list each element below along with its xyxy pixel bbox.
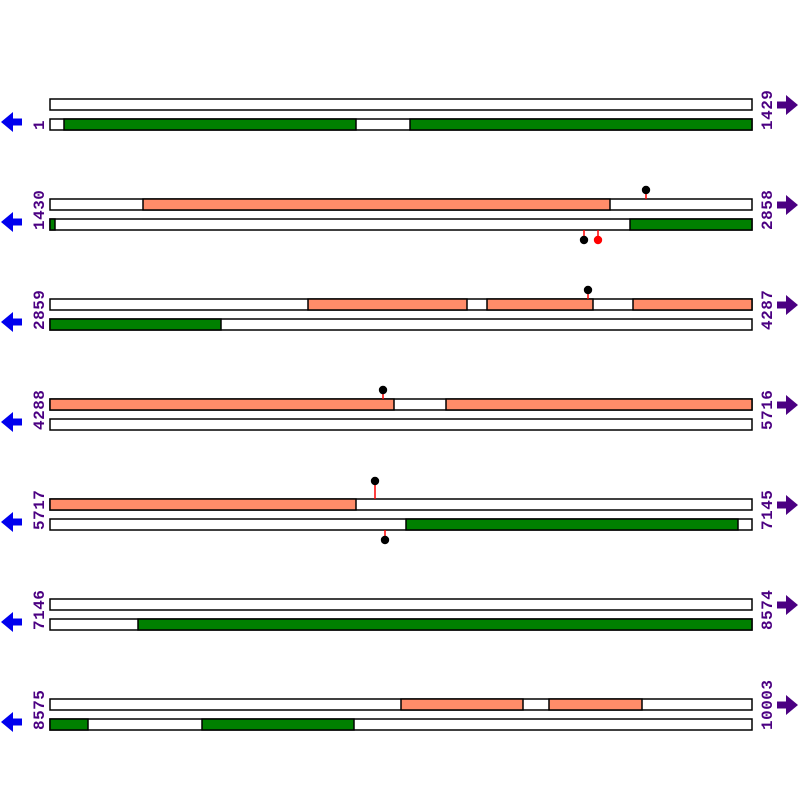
reverse-feature-segment[interactable] — [49, 218, 56, 231]
row-start-coordinate-label: 1430 — [31, 190, 49, 230]
site-marker[interactable] — [370, 476, 380, 499]
site-marker[interactable] — [579, 230, 589, 245]
reverse-feature-segment[interactable] — [63, 118, 357, 131]
scroll-left-arrow-icon[interactable] — [1, 212, 22, 232]
map-row: 2859 4287 — [1, 285, 798, 332]
row-start-coordinate-label: 1 — [31, 120, 49, 130]
forward-feature-segment[interactable] — [445, 398, 753, 411]
row-end-coordinate-label: 10003 — [759, 679, 777, 730]
forward-feature-segment[interactable] — [142, 198, 611, 211]
reverse-feature-segment[interactable] — [201, 718, 355, 731]
map-row: 1430 2858 — [1, 185, 798, 245]
site-marker[interactable] — [380, 530, 390, 545]
forward-feature-segment[interactable] — [49, 398, 395, 411]
scroll-right-arrow-icon[interactable] — [777, 695, 798, 715]
row-end-coordinate-label: 4287 — [759, 290, 777, 330]
marker-dot — [583, 285, 593, 295]
forward-feature-segment[interactable] — [548, 698, 643, 711]
scroll-right-arrow-icon[interactable] — [777, 95, 798, 115]
map-row: 7146 8574 — [1, 590, 798, 632]
scroll-left-arrow-icon[interactable] — [1, 412, 22, 432]
forward-feature-segment[interactable] — [632, 298, 753, 311]
forward-feature-segment[interactable] — [307, 298, 468, 311]
map-row: 1 1429 — [1, 90, 798, 132]
marker-dot — [378, 385, 388, 395]
scroll-left-arrow-icon[interactable] — [1, 512, 22, 532]
row-end-coordinate-label: 2858 — [759, 190, 777, 230]
row-end-coordinate-label: 8574 — [759, 590, 777, 630]
forward-feature-segment[interactable] — [400, 698, 524, 711]
site-marker[interactable] — [641, 185, 651, 199]
row-start-coordinate-label: 2859 — [31, 290, 49, 330]
map-row: 5717 7145 — [1, 476, 798, 545]
row-start-coordinate-label: 7146 — [31, 590, 49, 630]
reverse-feature-segment[interactable] — [629, 218, 753, 231]
forward-strand-track — [49, 598, 753, 611]
reverse-feature-segment[interactable] — [49, 318, 222, 331]
forward-feature-segment[interactable] — [486, 298, 594, 311]
reverse-feature-segment[interactable] — [405, 518, 739, 531]
row-start-coordinate-label: 8575 — [31, 690, 49, 730]
row-start-coordinate-label: 5717 — [31, 490, 49, 530]
marker-dot — [370, 476, 380, 486]
reverse-feature-segment[interactable] — [49, 718, 89, 731]
scroll-right-arrow-icon[interactable] — [777, 595, 798, 615]
forward-feature-segment[interactable] — [49, 498, 357, 511]
scroll-left-arrow-icon[interactable] — [1, 612, 22, 632]
site-marker[interactable] — [593, 230, 603, 245]
scroll-right-arrow-icon[interactable] — [777, 495, 798, 515]
scroll-left-arrow-icon[interactable] — [1, 712, 22, 732]
scroll-right-arrow-icon[interactable] — [777, 195, 798, 215]
row-end-coordinate-label: 1429 — [759, 90, 777, 130]
marker-dot — [641, 185, 651, 195]
marker-dot — [593, 235, 603, 245]
site-marker[interactable] — [378, 385, 388, 399]
scroll-right-arrow-icon[interactable] — [777, 395, 798, 415]
reverse-strand-track — [49, 718, 753, 731]
marker-dot — [579, 235, 589, 245]
row-end-coordinate-label: 7145 — [759, 490, 777, 530]
reverse-feature-segment[interactable] — [409, 118, 753, 131]
scroll-left-arrow-icon[interactable] — [1, 312, 22, 332]
reverse-strand-track — [49, 418, 753, 431]
site-marker[interactable] — [583, 285, 593, 299]
scroll-left-arrow-icon[interactable] — [1, 112, 22, 132]
marker-dot — [380, 535, 390, 545]
reverse-feature-segment[interactable] — [137, 618, 753, 631]
forward-strand-track — [49, 98, 753, 111]
reverse-strand-track — [49, 518, 753, 531]
map-row: 4288 5716 — [1, 385, 798, 432]
scroll-right-arrow-icon[interactable] — [777, 295, 798, 315]
map-row: 8575 10003 — [1, 679, 798, 732]
row-end-coordinate-label: 5716 — [759, 390, 777, 430]
row-start-coordinate-label: 4288 — [31, 390, 49, 430]
